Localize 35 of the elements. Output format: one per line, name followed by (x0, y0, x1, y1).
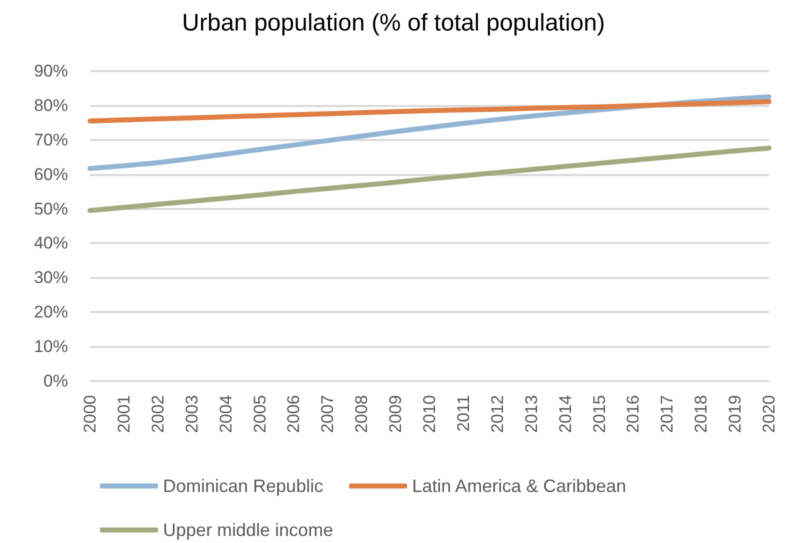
x-tick-label: 2008 (352, 395, 372, 433)
x-tick-label: 2010 (420, 395, 439, 433)
x-tick-label: 2004 (216, 395, 236, 433)
legend-label: Latin America & Caribbean (412, 476, 626, 496)
y-tick-label: 50% (34, 199, 68, 218)
y-tick-label: 60% (34, 164, 68, 184)
y-tick-label: 0% (43, 372, 68, 390)
y-tick-label: 80% (34, 96, 68, 115)
x-tick-label: 2000 (80, 395, 100, 433)
y-tick-label: 20% (34, 302, 68, 322)
x-tick-label: 2007 (318, 395, 338, 433)
x-tick-label: 2009 (386, 395, 406, 433)
x-tick-label: 2020 (760, 395, 778, 433)
x-tick-label: 2013 (522, 395, 541, 433)
y-tick-label: 40% (34, 234, 68, 253)
y-tick-label: 90% (34, 62, 68, 80)
legend-label: Upper middle income (163, 520, 334, 540)
legend-label: Dominican Republic (163, 476, 324, 496)
x-tick-label: 2019 (726, 395, 745, 433)
x-tick-label: 2005 (250, 395, 270, 433)
x-tick-label: 2017 (658, 395, 677, 433)
y-tick-label: 10% (34, 337, 68, 356)
x-tick-label: 2012 (488, 395, 507, 433)
x-tick-label: 2014 (556, 395, 575, 433)
x-tick-label: 2016 (624, 395, 643, 433)
chart-title: Urban population (% of total population) (182, 10, 605, 36)
x-tick-label: 2011 (454, 395, 473, 432)
x-tick-label: 2006 (284, 395, 304, 433)
y-tick-label: 70% (34, 130, 68, 150)
y-tick-label: 30% (34, 268, 68, 288)
x-tick-label: 2003 (182, 395, 202, 433)
x-tick-label: 2018 (692, 395, 711, 433)
x-tick-label: 2015 (590, 395, 609, 433)
x-tick-label: 2001 (114, 395, 134, 433)
x-tick-label: 2002 (148, 395, 168, 433)
